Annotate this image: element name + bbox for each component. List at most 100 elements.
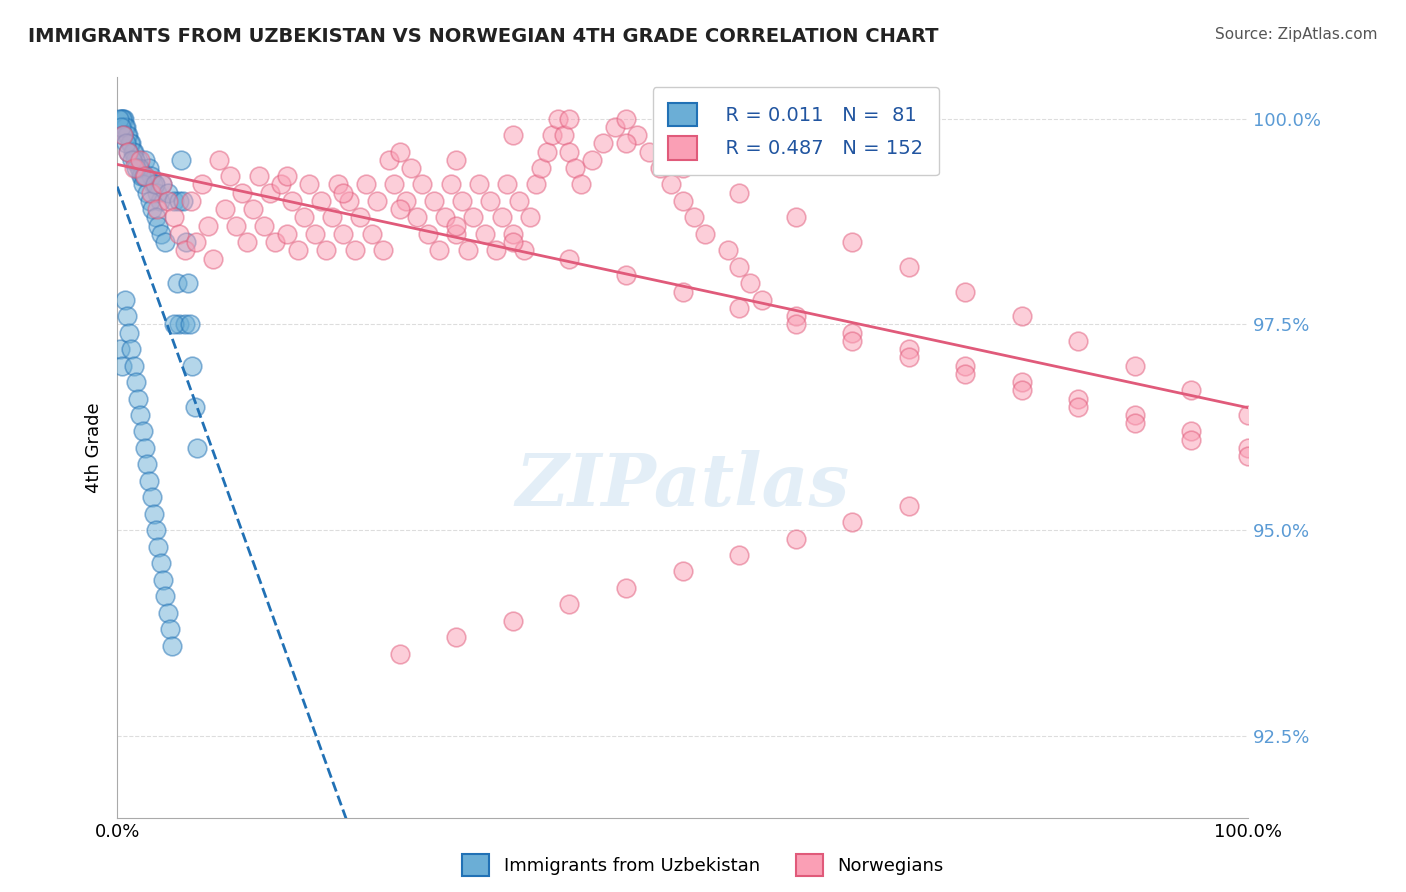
Point xyxy=(451,194,474,208)
Point xyxy=(125,375,148,389)
Point xyxy=(394,194,416,208)
Point xyxy=(111,112,134,126)
Point xyxy=(117,145,139,159)
Point xyxy=(953,367,976,381)
Point xyxy=(1123,416,1146,430)
Point xyxy=(145,211,167,225)
Point xyxy=(225,219,247,233)
Legend: Immigrants from Uzbekistan, Norwegians: Immigrants from Uzbekistan, Norwegians xyxy=(456,847,950,883)
Point xyxy=(1237,441,1260,455)
Point xyxy=(446,153,468,167)
Point xyxy=(429,244,451,258)
Point xyxy=(169,318,191,332)
Point xyxy=(236,235,259,249)
Point xyxy=(231,186,253,200)
Point xyxy=(637,145,659,159)
Point xyxy=(536,145,558,159)
Point xyxy=(129,169,152,184)
Point xyxy=(179,318,201,332)
Point xyxy=(1237,408,1260,422)
Point xyxy=(111,112,134,126)
Point xyxy=(159,622,181,636)
Point xyxy=(502,614,524,628)
Point xyxy=(114,136,136,151)
Point xyxy=(671,285,693,299)
Point xyxy=(149,556,172,570)
Point xyxy=(202,252,225,266)
Point xyxy=(1180,425,1202,439)
Point xyxy=(1180,433,1202,447)
Point xyxy=(155,589,177,603)
Point xyxy=(118,136,141,151)
Point xyxy=(513,244,536,258)
Point xyxy=(326,178,349,192)
Point xyxy=(897,260,920,274)
Point xyxy=(1067,400,1090,414)
Point xyxy=(145,202,167,217)
Point xyxy=(270,178,292,192)
Point xyxy=(416,227,439,241)
Point xyxy=(671,161,693,175)
Point xyxy=(1011,384,1033,398)
Point xyxy=(388,145,411,159)
Point xyxy=(118,326,141,340)
Point xyxy=(603,120,626,134)
Point xyxy=(127,392,149,406)
Point xyxy=(717,244,740,258)
Point xyxy=(114,120,136,134)
Point xyxy=(671,194,693,208)
Point xyxy=(253,219,276,233)
Point xyxy=(169,227,191,241)
Point xyxy=(785,309,807,323)
Point xyxy=(491,211,513,225)
Point xyxy=(160,639,183,653)
Point xyxy=(682,211,704,225)
Point xyxy=(371,244,394,258)
Point xyxy=(134,169,156,184)
Point xyxy=(728,260,751,274)
Point xyxy=(648,161,671,175)
Point xyxy=(214,202,236,217)
Point xyxy=(519,211,541,225)
Point xyxy=(112,128,135,142)
Point xyxy=(671,565,693,579)
Point xyxy=(163,211,186,225)
Point xyxy=(135,186,157,200)
Point xyxy=(183,400,205,414)
Point xyxy=(304,227,326,241)
Point xyxy=(163,318,186,332)
Point xyxy=(728,186,751,200)
Point xyxy=(524,178,547,192)
Point xyxy=(292,211,315,225)
Point xyxy=(108,342,131,356)
Point xyxy=(142,178,165,192)
Point xyxy=(120,136,142,151)
Point xyxy=(411,178,433,192)
Point xyxy=(122,161,145,175)
Point xyxy=(276,227,298,241)
Point xyxy=(388,647,411,661)
Point xyxy=(479,194,502,208)
Point xyxy=(399,161,422,175)
Point xyxy=(259,186,281,200)
Point xyxy=(388,202,411,217)
Point xyxy=(740,277,762,291)
Point xyxy=(309,194,332,208)
Point xyxy=(191,178,214,192)
Point xyxy=(558,598,581,612)
Point xyxy=(841,515,863,529)
Point xyxy=(115,120,138,134)
Point xyxy=(468,178,491,192)
Point xyxy=(377,153,399,167)
Point xyxy=(626,128,648,142)
Point xyxy=(897,351,920,365)
Point xyxy=(153,235,176,249)
Point xyxy=(541,128,564,142)
Point xyxy=(117,145,139,159)
Point xyxy=(163,194,186,208)
Point xyxy=(115,309,138,323)
Point xyxy=(751,293,773,307)
Point xyxy=(141,491,163,505)
Point xyxy=(148,540,170,554)
Point xyxy=(349,211,371,225)
